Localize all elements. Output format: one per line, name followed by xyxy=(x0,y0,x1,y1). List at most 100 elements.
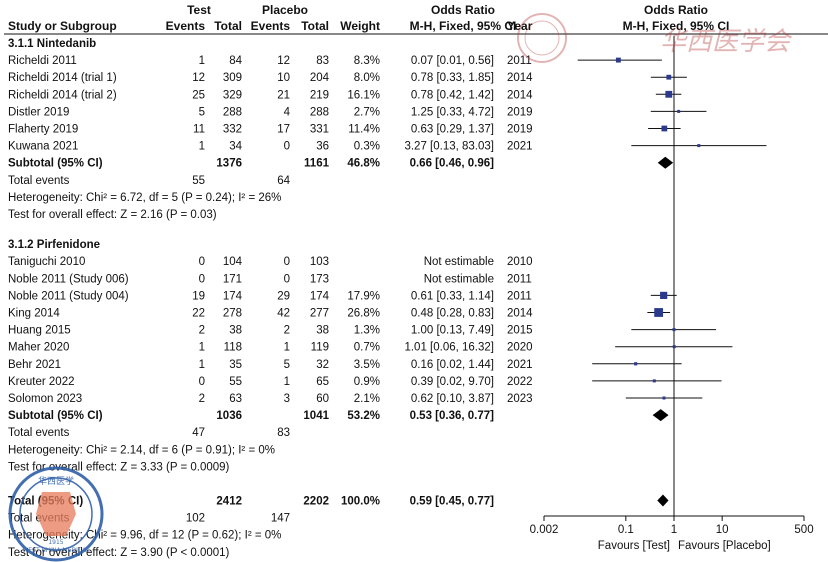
study-square xyxy=(652,379,656,383)
total-placebo: 2202 xyxy=(303,496,329,508)
study-total-test: 309 xyxy=(223,72,242,84)
study-or-ci: 0.78 [0.33, 1.85] xyxy=(411,72,494,84)
study-square xyxy=(666,74,672,80)
subtotal-total-placebo: 1161 xyxy=(304,158,330,170)
watermark-circle-icon xyxy=(517,13,567,63)
subtotal-or-ci: 0.66 [0.46, 0.96] xyxy=(410,158,495,170)
study-total-placebo: 38 xyxy=(316,325,329,337)
study-events-placebo: 4 xyxy=(284,106,291,118)
study-events-placebo: 3 xyxy=(284,393,290,405)
overall-total-events-placebo: 147 xyxy=(271,513,290,525)
study-square xyxy=(660,291,668,299)
study-year: 2011 xyxy=(507,55,532,67)
study-square xyxy=(672,345,676,349)
study-name: Taniguchi 2010 xyxy=(8,256,85,268)
heterogeneity-text: Heterogeneity: Chi² = 6.72, df = 5 (P = … xyxy=(8,192,281,204)
study-total-placebo: 83 xyxy=(316,55,329,67)
study-or-ci: 0.16 [0.02, 1.44] xyxy=(411,359,494,371)
seal-year-text: 1915 xyxy=(48,539,63,546)
study-total-test: 63 xyxy=(229,393,242,405)
study-total-placebo: 173 xyxy=(310,273,329,285)
study-square xyxy=(654,308,664,317)
study-or-ci: 0.48 [0.28, 0.83] xyxy=(411,308,494,320)
study-total-placebo: 103 xyxy=(310,256,329,268)
study-weight: 2.1% xyxy=(354,393,380,405)
header-events-placebo: Events xyxy=(251,19,291,33)
study-events-placebo: 0 xyxy=(284,256,290,268)
study-weight: 11.4% xyxy=(348,124,380,136)
study-events-placebo: 42 xyxy=(277,308,290,320)
study-or-ci: 0.62 [0.10, 3.87] xyxy=(411,393,494,405)
study-name: Kreuter 2022 xyxy=(8,376,75,388)
study-year: 2015 xyxy=(507,325,533,337)
study-weight: 1.3% xyxy=(354,325,380,337)
study-name: Behr 2021 xyxy=(8,359,61,371)
study-events-test: 22 xyxy=(192,308,205,320)
header-or-title: Odds Ratio xyxy=(431,3,495,17)
subtotal-total-test: 1376 xyxy=(216,158,242,170)
total-events-test: 47 xyxy=(192,427,205,439)
study-total-placebo: 119 xyxy=(311,342,329,354)
study-total-placebo: 60 xyxy=(316,393,329,405)
x-tick-label: 0.002 xyxy=(530,524,559,536)
watermark-text: 华西医学会 xyxy=(660,27,793,57)
total-test: 2412 xyxy=(216,496,242,508)
header-total-test: Total xyxy=(214,19,242,33)
study-total-test: 171 xyxy=(223,273,242,285)
study-events-test: 1 xyxy=(199,342,205,354)
study-events-placebo: 5 xyxy=(284,359,290,371)
subtotal-weight: 53.2% xyxy=(347,410,380,422)
study-year: 2014 xyxy=(507,308,533,320)
study-events-placebo: 10 xyxy=(277,72,290,84)
watermark-inner-circle-icon xyxy=(524,20,560,56)
study-events-test: 2 xyxy=(199,325,205,337)
study-square xyxy=(665,90,673,98)
study-or-ci: 1.01 [0.06, 16.32] xyxy=(404,342,494,354)
study-events-test: 11 xyxy=(193,124,205,136)
study-name: Richeldi 2014 (trial 1) xyxy=(8,72,117,84)
study-or-ci: 0.63 [0.29, 1.37] xyxy=(411,124,494,136)
study-events-test: 0 xyxy=(199,376,205,388)
plot-axis: 0.002 0.1 1 10 500 Favours [Test] Favours [Pla… xyxy=(530,36,814,552)
study-name: King 2014 xyxy=(8,308,60,320)
study-total-placebo: 277 xyxy=(310,308,329,320)
study-or-ci: Not estimable xyxy=(424,273,494,285)
study-year: 2023 xyxy=(507,393,533,405)
study-weight: 2.7% xyxy=(354,106,380,118)
study-year: 2021 xyxy=(507,141,533,153)
study-total-test: 104 xyxy=(223,256,243,268)
study-total-test: 35 xyxy=(229,359,242,371)
total-events-placebo: 64 xyxy=(277,175,290,187)
study-square xyxy=(672,328,676,332)
pooled-diamond xyxy=(657,494,669,507)
study-year: 2011 xyxy=(507,273,532,285)
study-events-test: 0 xyxy=(199,256,205,268)
header-total-placebo: Total xyxy=(301,19,329,33)
study-total-placebo: 32 xyxy=(316,359,329,371)
study-name: Richeldi 2011 xyxy=(8,55,77,67)
study-square xyxy=(615,57,621,63)
study-weight: 0.9% xyxy=(354,376,380,388)
study-weight: 3.5% xyxy=(354,359,380,371)
study-year: 2022 xyxy=(507,376,533,388)
seal-bottom-text: WEST CHINA MEDICAL xyxy=(22,547,90,554)
study-events-placebo: 21 xyxy=(277,89,290,101)
study-or-ci: 1.25 [0.33, 4.72] xyxy=(411,106,494,118)
study-year: 2014 xyxy=(507,72,533,84)
study-total-test: 38 xyxy=(229,325,242,337)
study-total-placebo: 219 xyxy=(310,89,329,101)
header-plot-title: Odds Ratio xyxy=(644,3,708,17)
header-year: Year xyxy=(507,19,533,33)
total-events-label: Total events xyxy=(8,427,70,439)
study-events-test: 1 xyxy=(199,141,205,153)
watermark-seal: 华西医学 WEST CHINA MEDICAL 1915 xyxy=(8,466,104,562)
total-events-test: 55 xyxy=(192,175,205,187)
favours-right-label: Favours [Placebo] xyxy=(678,540,771,552)
study-weight: 26.8% xyxy=(347,308,380,320)
study-events-test: 25 xyxy=(192,89,205,101)
x-tick-label: 500 xyxy=(794,524,813,536)
study-year: 2019 xyxy=(507,106,533,118)
study-name: Distler 2019 xyxy=(8,106,69,118)
study-year: 2011 xyxy=(507,290,532,302)
header-placebo: Placebo xyxy=(262,3,308,17)
